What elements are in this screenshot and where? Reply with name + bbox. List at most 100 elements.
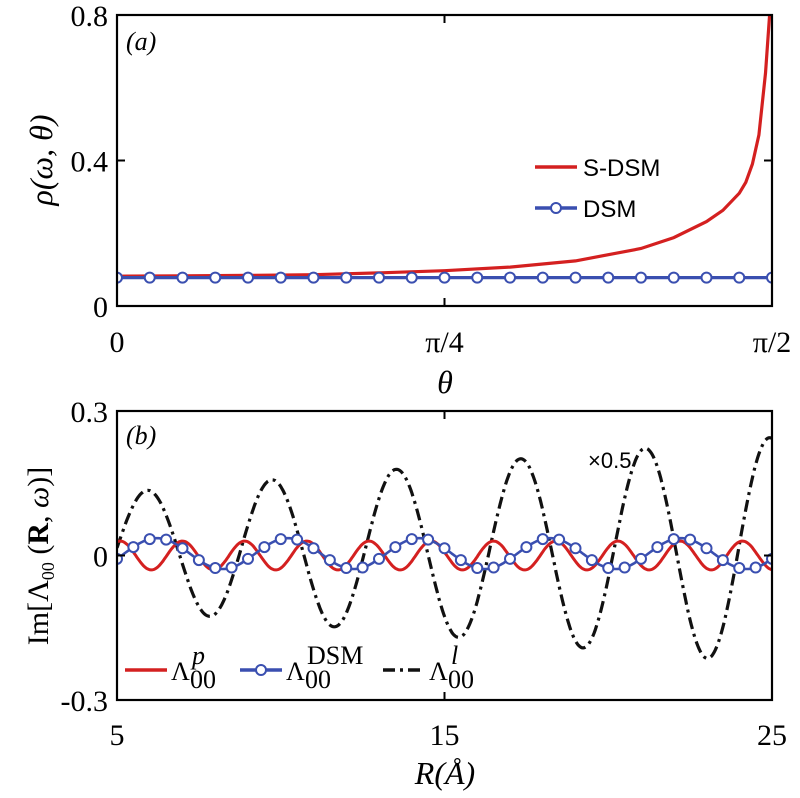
dsm-marker [569, 271, 582, 284]
dsm-marker [209, 271, 222, 284]
dsm-marker [176, 271, 189, 284]
svg-text:00: 00 [448, 665, 474, 694]
lambda-dsm-marker [209, 562, 222, 575]
legend-label-dsm: DSM [583, 196, 636, 223]
legend-label-lambda-dsm: Λ 00 DSM [286, 641, 363, 694]
scale-annotation: ×0.5 [588, 448, 631, 473]
lambda-dsm-marker [127, 541, 140, 554]
lambda-dsm-marker [160, 533, 173, 546]
lambda-dsm-marker [471, 562, 484, 575]
panel-a-xtick-label: π/2 [753, 326, 791, 359]
legend-label-lambda-p: Λ 00 p [171, 641, 216, 694]
lambda-dsm-marker [192, 554, 205, 567]
lambda-dsm-marker [307, 542, 320, 555]
svg-text:l: l [451, 641, 458, 670]
panel-b-ytick-label: -0.3 [61, 685, 109, 718]
panel-a-xlabel: θ [437, 364, 453, 400]
lambda-dsm-marker [274, 533, 287, 546]
lambda-dsm-marker [389, 541, 402, 554]
dsm-marker [766, 271, 772, 284]
lambda-dsm-marker [323, 554, 336, 567]
dsm-marker [143, 271, 156, 284]
panel-b-ytick-label: 0 [93, 541, 108, 574]
panel-a-ytick-label: 0 [93, 291, 108, 324]
panel-b-xtick-label: 5 [110, 719, 125, 752]
dsm-marker [242, 271, 255, 284]
lambda-dsm-marker [585, 554, 598, 567]
lambda-dsm-marker [258, 541, 271, 554]
dsm-marker [274, 271, 287, 284]
legend-marker-dsm [550, 202, 562, 214]
lambda-dsm-marker [454, 554, 467, 567]
svg-text:00: 00 [190, 665, 216, 694]
series-line-lambda-l [117, 436, 772, 661]
lambda-dsm-marker [569, 542, 582, 555]
lambda-dsm-marker [733, 562, 746, 575]
lambda-dsm-marker [749, 561, 762, 574]
lambda-dsm-marker [602, 562, 615, 575]
lambda-dsm-marker [651, 541, 664, 554]
panel-b-label: (b) [126, 421, 156, 450]
dsm-marker [340, 271, 353, 284]
panel-a: 0 π/4 π/2 0 0.4 0.8 (a) S-DSM DSM θ ρ(ω, θ) [23, 0, 791, 400]
lambda-dsm-marker [438, 542, 451, 555]
dsm-marker [733, 271, 746, 284]
legend-marker-lambda-dsm [255, 664, 267, 676]
dsm-marker [667, 271, 680, 284]
panel-a-ytick-label: 0.4 [71, 146, 109, 179]
panel-a-ticks: 0 π/4 π/2 0 0.4 0.8 [71, 0, 792, 359]
lambda-dsm-marker [684, 533, 697, 546]
panel-b-ylabel: Im[Λ00 (R, ω)] [22, 467, 58, 645]
lambda-dsm-marker [225, 561, 238, 574]
dsm-marker [372, 271, 385, 284]
lambda-dsm-marker [242, 552, 254, 565]
panel-b-series [117, 436, 772, 661]
svg-text:Λ: Λ [286, 657, 305, 686]
lambda-dsm-marker [340, 562, 353, 575]
lambda-dsm-marker [618, 561, 631, 574]
panel-a-label: (a) [126, 27, 156, 56]
lambda-dsm-marker [422, 533, 435, 546]
lambda-dsm-marker [716, 554, 729, 567]
lambda-dsm-marker [176, 542, 189, 555]
panel-b: 5 15 25 -0.3 0 0.3 (b) ×0.5 Λ 00 p Λ 00 DSM Λ… [22, 396, 787, 791]
lambda-dsm-marker [356, 561, 369, 574]
dsm-marker [602, 271, 615, 284]
lambda-dsm-marker [504, 552, 516, 565]
dsm-marker [536, 271, 549, 284]
panel-a-xtick-label: π/4 [425, 326, 463, 359]
svg-text:00: 00 [305, 665, 331, 694]
svg-text:Λ: Λ [429, 657, 448, 686]
panel-a-axes-box [115, 13, 774, 308]
panel-a-ylabel: ρ(ω, θ) [23, 115, 59, 207]
lambda-dsm-marker [553, 533, 566, 546]
legend-label-lambda-l: Λ 00 l [429, 641, 474, 694]
dsm-marker [405, 271, 418, 284]
dsm-marker [504, 271, 517, 284]
dsm-marker [471, 271, 484, 284]
lambda-dsm-marker [635, 552, 647, 565]
panel-a-legend: S-DSM DSM [535, 155, 660, 223]
panel-b-xtick-label: 15 [430, 719, 460, 752]
dsm-marker [700, 271, 713, 284]
lambda-dsm-marker [487, 561, 500, 574]
panel-b-xtick-label: 25 [757, 719, 787, 752]
panel-b-ticks: 5 15 25 -0.3 0 0.3 [61, 396, 788, 752]
lambda-dsm-marker [520, 541, 533, 554]
svg-text:Λ: Λ [171, 657, 190, 686]
dsm-marker [307, 271, 320, 284]
dsm-marker [634, 271, 647, 284]
series-line-s-dsm [117, 15, 772, 278]
svg-text:DSM: DSM [307, 641, 363, 670]
lambda-dsm-marker [143, 533, 156, 546]
panel-b-ytick-label: 0.3 [71, 396, 109, 429]
lambda-dsm-marker [373, 552, 385, 565]
legend-label-s-dsm: S-DSM [583, 155, 660, 182]
panel-b-xlabel: R(Å) [414, 755, 475, 791]
dsm-marker [438, 271, 451, 284]
lambda-dsm-marker [536, 533, 549, 546]
panel-a-series [117, 15, 772, 284]
svg-text:p: p [190, 641, 205, 670]
dsm-marker [117, 271, 123, 284]
